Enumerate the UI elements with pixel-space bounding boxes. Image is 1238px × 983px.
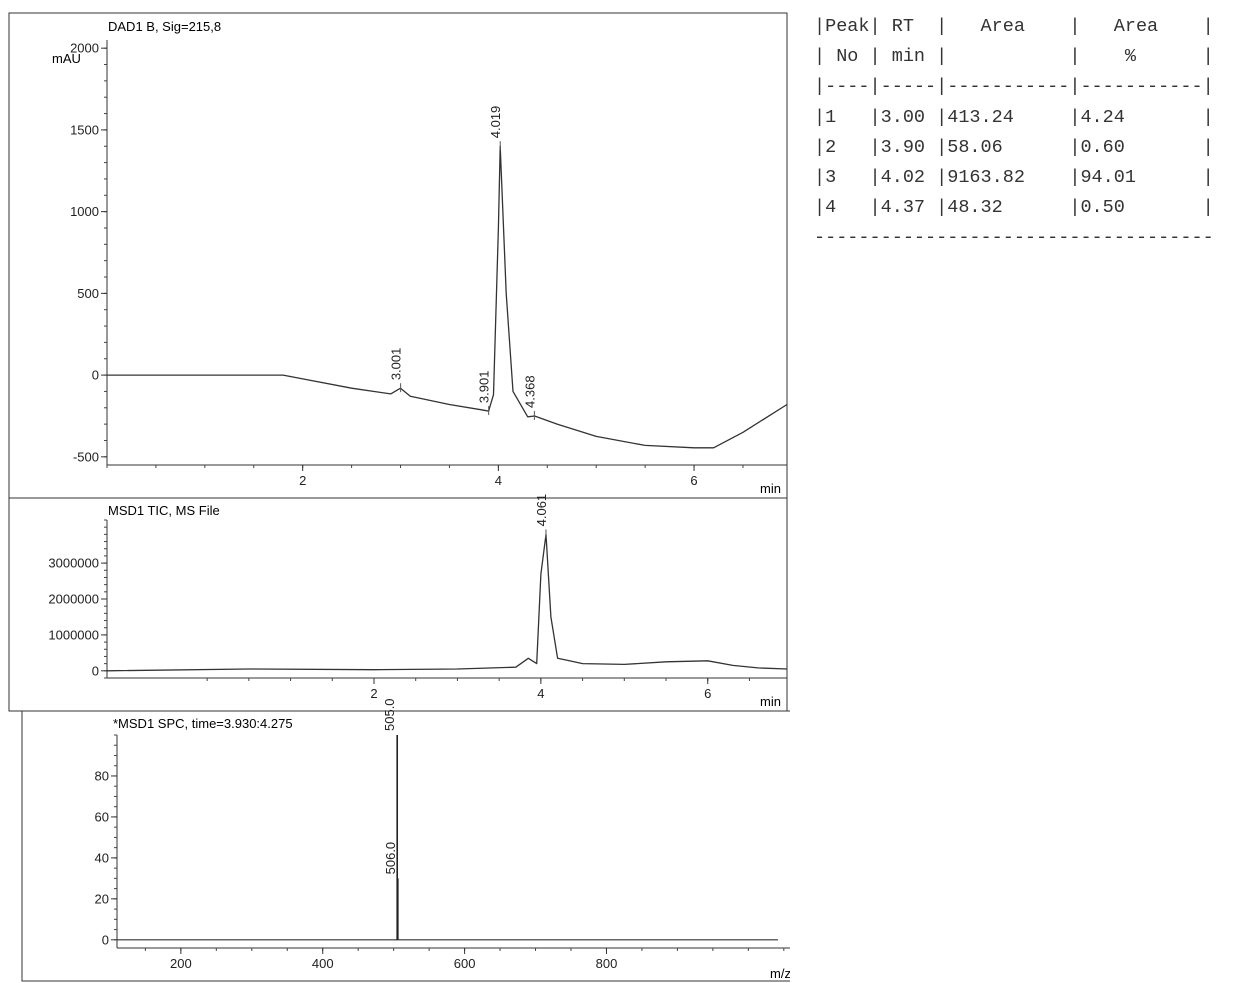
mass-peak-label: 506.0: [383, 842, 398, 875]
y-tick-label: 2000000: [48, 592, 99, 607]
x-tick-label: 2: [299, 473, 306, 488]
signal-trace: [106, 533, 788, 672]
panel-frame: [8, 12, 788, 499]
peak-integration-table: |Peak| RT | Area | Area | | No | min | | …: [814, 12, 1214, 254]
table-row-peak-2: |2 |3.90 |58.06 |0.60 |: [814, 136, 1214, 158]
panel-title: DAD1 B, Sig=215,8: [108, 19, 221, 34]
x-tick-label: 400: [312, 956, 334, 971]
table-footer-line: ------------------------------------: [814, 227, 1214, 249]
y-axis-label: mAU: [52, 51, 81, 66]
y-tick-label: 2000: [70, 41, 99, 56]
x-tick-label: 800: [596, 956, 618, 971]
y-tick-label: 20: [95, 891, 109, 906]
x-tick-label: 4: [537, 686, 544, 701]
table-header-line-2: | No | min | | % |: [814, 46, 1214, 68]
y-tick-label: 80: [95, 768, 109, 783]
x-tick-label: 6: [690, 473, 697, 488]
panel-title: *MSD1 SPC, time=3.930:4.275: [113, 716, 293, 731]
y-tick-label: 3000000: [48, 556, 99, 571]
y-tick-label: 500: [77, 286, 99, 301]
y-tick-label: 1500: [70, 122, 99, 137]
panel-title: MSD1 TIC, MS File: [108, 503, 220, 518]
peak-retention-label: 4.019: [488, 106, 503, 139]
table-row-peak-1: |1 |3.00 |413.24 |4.24 |: [814, 106, 1214, 128]
table-separator-line: |----|-----|-----------|-----------|: [814, 76, 1214, 98]
panel-frame: [21, 710, 790, 982]
x-tick-label: 200: [170, 956, 192, 971]
y-tick-label: 0: [92, 368, 99, 383]
dad-chromatogram-panel: DAD1 B, Sig=215,8 mAU min 2000 1500 1000 50…: [8, 12, 788, 499]
x-tick-label: 6: [704, 686, 711, 701]
mass-spectrum-panel: *MSD1 SPC, time=3.930:4.275 m/z 80 60 40 20…: [21, 698, 790, 982]
signal-trace: [107, 145, 788, 449]
y-tick-label: 0: [102, 932, 109, 947]
mass-peak-label: 505.0: [382, 698, 397, 731]
panel-frame: [8, 497, 788, 712]
tic-chromatogram-panel: MSD1 TIC, MS File min 3000000 2000000 1000…: [8, 494, 788, 712]
x-tick-label: 600: [454, 956, 476, 971]
table-row-peak-3: |3 |4.02 |9163.82 |94.01 |: [814, 167, 1214, 189]
y-tick-label: 1000000: [48, 627, 99, 642]
y-tick-label: 40: [95, 850, 109, 865]
x-axis-label: m/z: [770, 966, 790, 981]
y-tick-label: 60: [95, 809, 109, 824]
x-axis-label: min: [760, 694, 781, 709]
table-header-line-1: |Peak| RT | Area | Area |: [814, 16, 1214, 37]
x-tick-label: 2: [370, 686, 377, 701]
x-tick-label: 4: [495, 473, 502, 488]
peak-retention-label: 3.901: [477, 371, 492, 404]
peak-retention-label: 4.368: [522, 375, 537, 408]
y-tick-label: 1000: [70, 204, 99, 219]
y-tick-label: -500: [73, 449, 99, 464]
chromatogram-figure: DAD1 B, Sig=215,8 mAU min 20001500100050…: [8, 12, 790, 982]
table-row-peak-4: |4 |4.37 |48.32 |0.50 |: [814, 197, 1214, 219]
peak-retention-label: 3.001: [389, 348, 404, 381]
peak-retention-label: 4.061: [534, 494, 549, 527]
y-tick-label: 0: [92, 663, 99, 678]
x-axis-label: min: [760, 481, 781, 496]
